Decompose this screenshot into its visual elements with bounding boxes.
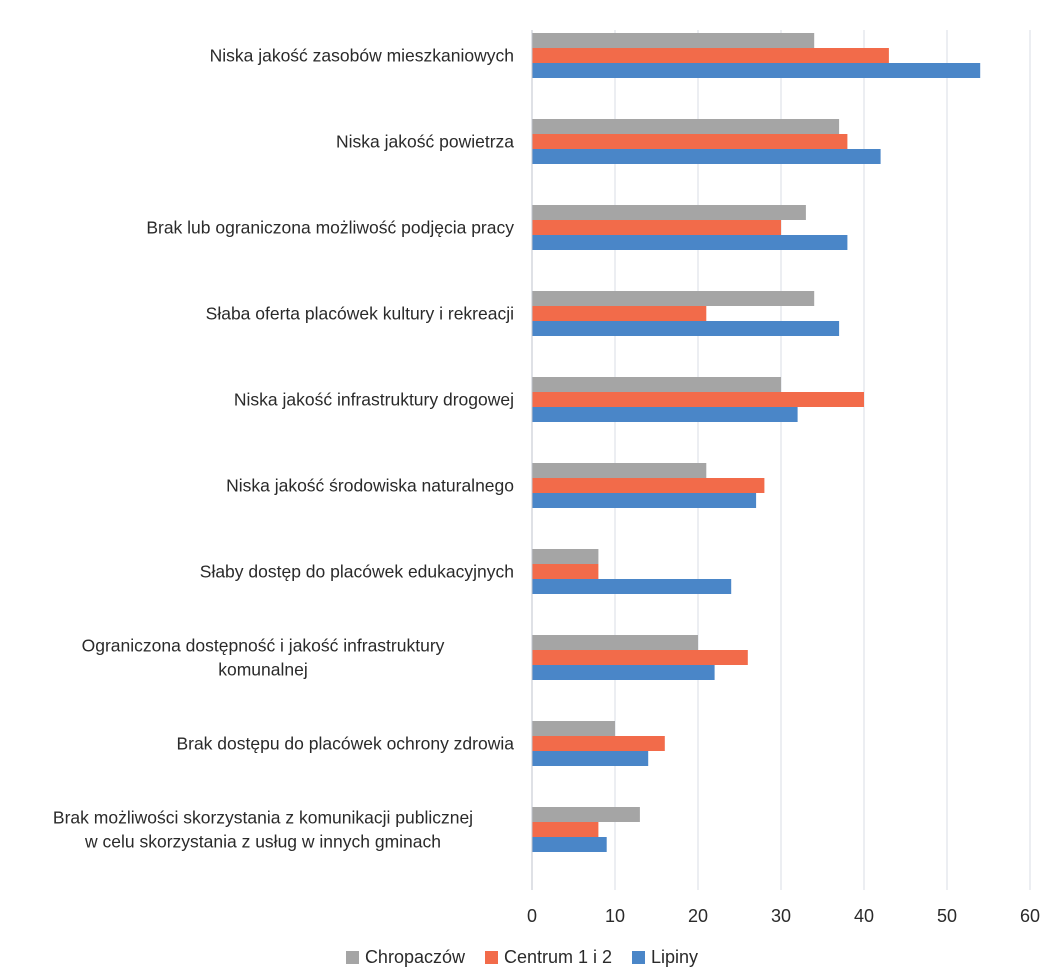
category-label: Niska jakość infrastruktury drogowej — [234, 390, 514, 410]
tick-label: 20 — [688, 906, 708, 926]
category-label: w celu skorzystania z usług w innych gmi… — [84, 832, 441, 852]
bar — [532, 306, 707, 321]
bar — [532, 33, 815, 48]
tick-label: 10 — [605, 906, 625, 926]
bar — [532, 549, 599, 564]
legend-item: Chropaczów — [345, 946, 465, 968]
bar — [532, 822, 599, 837]
bar — [532, 321, 840, 336]
tick-label: 60 — [1020, 906, 1040, 926]
tick-label: 40 — [854, 906, 874, 926]
chart-legend: Chropaczów Centrum 1 i 2 Lipiny — [0, 942, 1044, 972]
bar — [532, 205, 806, 220]
legend-label: Chropaczów — [364, 946, 465, 967]
category-label: Niska jakość zasobów mieszkaniowych — [210, 46, 514, 66]
bar — [532, 721, 615, 736]
bar — [532, 751, 649, 766]
bar — [532, 392, 864, 407]
category-label: Niska jakość powietrza — [336, 132, 514, 152]
bar — [532, 650, 748, 665]
bar — [532, 63, 981, 78]
category-label: Niska jakość środowiska naturalnego — [226, 476, 514, 496]
category-label: Brak lub ograniczona możliwość podjęcia … — [146, 218, 514, 238]
bar — [532, 564, 599, 579]
chart-plot: Niska jakość zasobów mieszkaniowych Niska… — [53, 30, 1040, 926]
bar — [532, 493, 757, 508]
category-label: komunalnej — [218, 660, 308, 680]
category-label: Brak dostępu do placówek ochrony zdrowia — [176, 734, 514, 754]
legend-swatch — [632, 950, 646, 964]
bar — [532, 635, 698, 650]
bar — [532, 220, 781, 235]
bar — [532, 478, 765, 493]
bar — [532, 736, 665, 751]
legend-label: Centrum 1 i 2 — [503, 946, 613, 967]
bar — [532, 407, 798, 422]
bar — [532, 837, 607, 852]
legend-item: Lipiny — [632, 947, 698, 968]
bar — [532, 291, 815, 306]
bar — [532, 134, 848, 149]
tick-label: 30 — [771, 906, 791, 926]
tick-label: 0 — [527, 906, 537, 926]
category-label: Słaba oferta placówek kultury i rekreacj… — [206, 304, 514, 324]
legend-label: Lipiny — [651, 946, 699, 967]
bar — [532, 377, 781, 392]
bar — [532, 149, 881, 164]
category-label: Słaby dostęp do placówek edukacyjnych — [200, 562, 514, 582]
bar — [532, 119, 840, 134]
category-label: Brak możliwości skorzystania z komunikac… — [53, 808, 473, 828]
bar — [532, 579, 732, 594]
legend-swatch — [484, 950, 498, 964]
bar — [532, 807, 640, 822]
legend-item: Centrum 1 i 2 — [484, 946, 613, 968]
bar — [532, 665, 715, 680]
bar — [532, 48, 889, 63]
legend-swatch — [345, 950, 359, 964]
category-label: Ograniczona dostępność i jakość infrastr… — [82, 636, 445, 656]
bar — [532, 235, 848, 250]
bar — [532, 463, 707, 478]
tick-label: 50 — [937, 906, 957, 926]
